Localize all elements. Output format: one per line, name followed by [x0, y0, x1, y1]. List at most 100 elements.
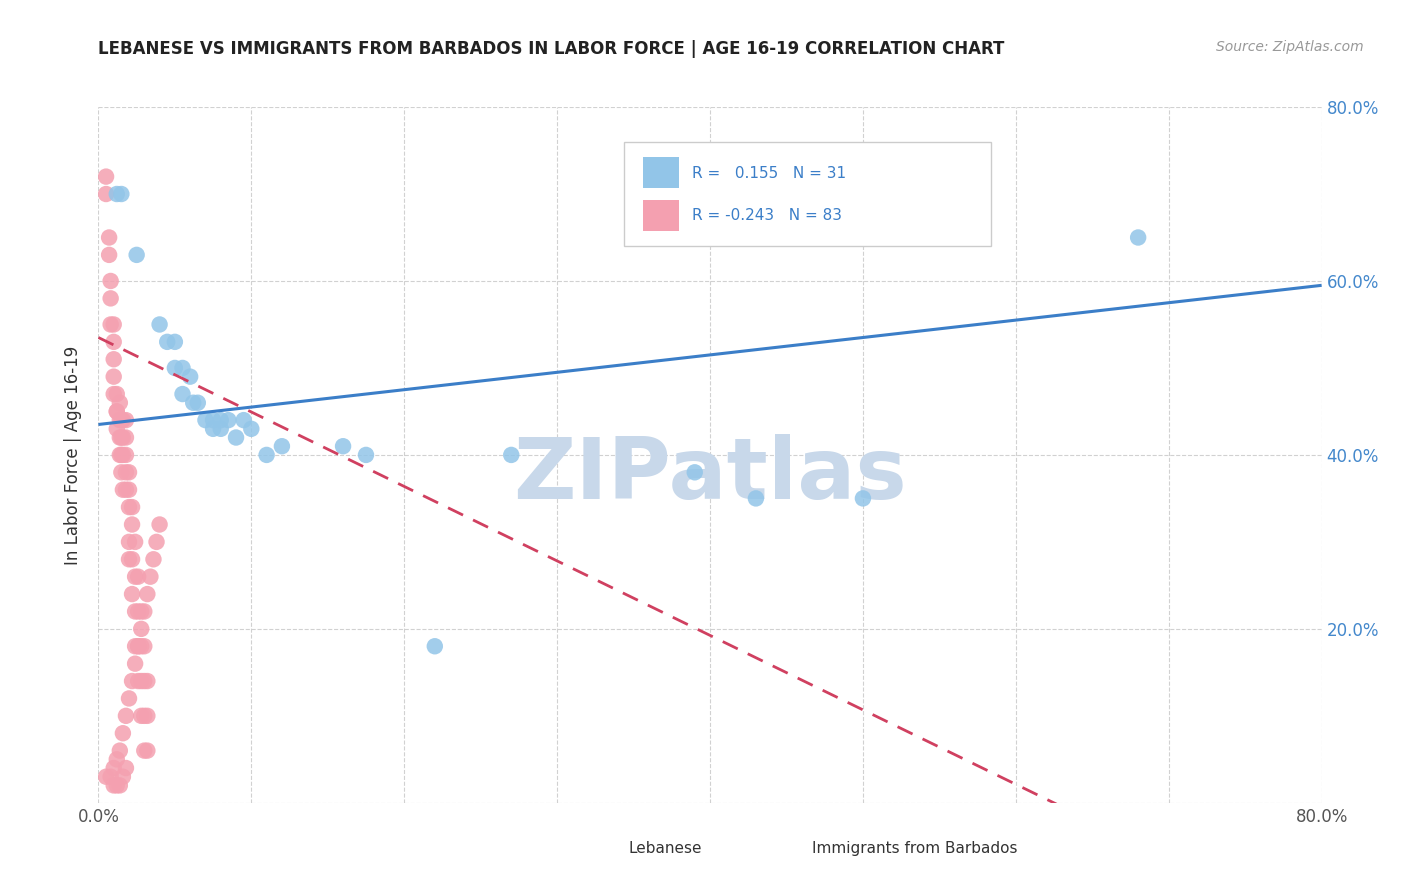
Point — [103, 352, 125, 367]
Point — [115, 483, 138, 497]
Bar — [588, 834, 619, 862]
Point — [121, 552, 143, 566]
Point — [683, 466, 706, 480]
Point — [129, 605, 152, 619]
Text: LEBANESE VS IMMIGRANTS FROM BARBADOS IN LABOR FORCE | AGE 16-19 CORRELATION CHAR: LEBANESE VS IMMIGRANTS FROM BARBADOS IN … — [98, 40, 1005, 58]
Point — [187, 396, 209, 410]
Point — [121, 674, 143, 689]
Point — [142, 552, 165, 566]
Point — [124, 570, 146, 584]
Point — [100, 770, 122, 784]
Text: Immigrants from Barbados: Immigrants from Barbados — [811, 840, 1017, 855]
Point — [98, 248, 121, 262]
Point — [134, 605, 156, 619]
Point — [149, 517, 172, 532]
Point — [118, 691, 141, 706]
Point — [332, 439, 354, 453]
Point — [118, 466, 141, 480]
Point — [103, 761, 125, 775]
Point — [163, 334, 186, 349]
Text: Lebanese: Lebanese — [628, 840, 702, 855]
Point — [100, 291, 122, 305]
Point — [163, 360, 186, 375]
Point — [98, 230, 121, 244]
Point — [852, 491, 875, 506]
Y-axis label: In Labor Force | Age 16-19: In Labor Force | Age 16-19 — [65, 345, 83, 565]
Point — [110, 413, 132, 427]
Point — [127, 639, 149, 653]
Point — [105, 404, 128, 418]
Point — [118, 500, 141, 514]
Point — [105, 778, 128, 792]
Point — [209, 422, 232, 436]
Text: Source: ZipAtlas.com: Source: ZipAtlas.com — [1216, 40, 1364, 54]
Point — [94, 169, 117, 184]
Point — [108, 413, 131, 427]
Point — [103, 778, 125, 792]
Point — [125, 248, 148, 262]
Point — [124, 605, 146, 619]
Point — [118, 534, 141, 549]
Point — [111, 448, 134, 462]
Bar — [643, 200, 679, 231]
Point — [105, 187, 128, 202]
Point — [217, 413, 239, 427]
Point — [103, 369, 125, 384]
Point — [124, 534, 146, 549]
Point — [111, 483, 134, 497]
Point — [108, 396, 131, 410]
Point — [156, 334, 179, 349]
Point — [1128, 230, 1150, 244]
Point — [111, 413, 134, 427]
Point — [115, 413, 138, 427]
Point — [108, 431, 131, 445]
Point — [179, 369, 201, 384]
Point — [501, 448, 523, 462]
Text: R =   0.155   N = 31: R = 0.155 N = 31 — [692, 166, 846, 181]
Point — [115, 466, 138, 480]
Point — [105, 387, 128, 401]
Point — [134, 639, 156, 653]
Point — [240, 422, 263, 436]
Point — [115, 761, 138, 775]
Point — [127, 570, 149, 584]
FancyBboxPatch shape — [624, 142, 991, 246]
Point — [202, 413, 225, 427]
Point — [111, 770, 134, 784]
Point — [110, 431, 132, 445]
Point — [94, 770, 117, 784]
Point — [127, 674, 149, 689]
Point — [105, 404, 128, 418]
Point — [232, 413, 254, 427]
Point — [118, 483, 141, 497]
Point — [225, 431, 247, 445]
Point — [100, 318, 122, 332]
Point — [181, 396, 204, 410]
Point — [121, 517, 143, 532]
Point — [202, 422, 225, 436]
Point — [256, 448, 278, 462]
Point — [139, 570, 162, 584]
Point — [115, 708, 138, 723]
Point — [172, 360, 194, 375]
Point — [149, 318, 172, 332]
Point — [121, 500, 143, 514]
Point — [103, 334, 125, 349]
Point — [100, 274, 122, 288]
Text: R = -0.243   N = 83: R = -0.243 N = 83 — [692, 208, 842, 223]
Point — [108, 778, 131, 792]
Point — [134, 744, 156, 758]
Point — [108, 448, 131, 462]
Point — [129, 639, 152, 653]
Point — [745, 491, 768, 506]
Point — [209, 413, 232, 427]
Point — [136, 744, 159, 758]
Point — [134, 674, 156, 689]
Point — [127, 605, 149, 619]
Point — [127, 639, 149, 653]
Point — [105, 752, 128, 766]
Point — [110, 187, 132, 202]
Point — [118, 552, 141, 566]
Point — [103, 387, 125, 401]
Point — [108, 744, 131, 758]
